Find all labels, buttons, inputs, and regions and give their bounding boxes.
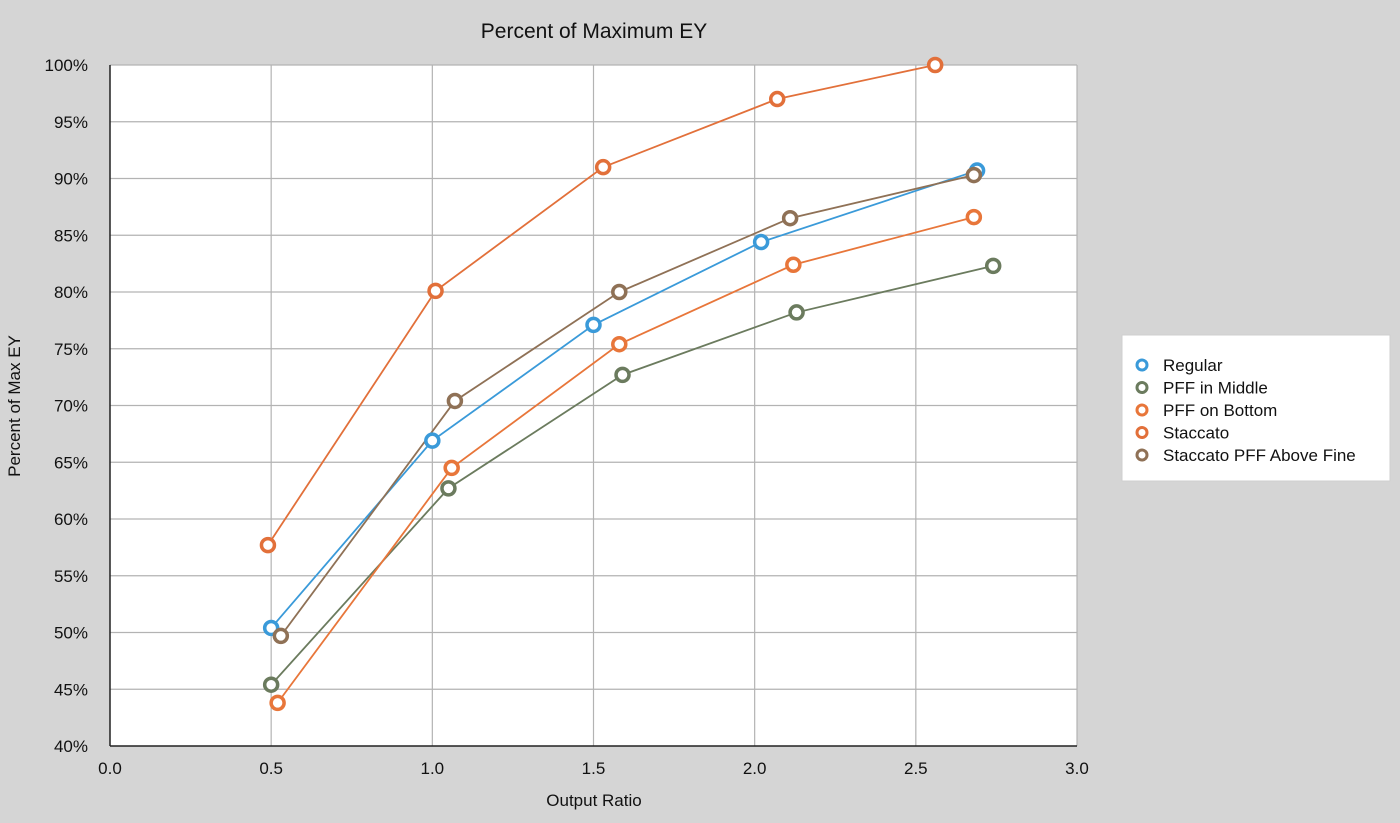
y-tick-label: 65% xyxy=(54,453,88,472)
data-point xyxy=(594,158,612,176)
legend-marker xyxy=(1135,403,1149,417)
data-point xyxy=(614,366,631,384)
y-axis-title: Percent of Max EY xyxy=(5,335,24,477)
y-tick-label: 40% xyxy=(54,737,88,756)
legend-label: PFF on Bottom xyxy=(1163,401,1277,420)
data-point xyxy=(262,676,280,693)
data-point xyxy=(788,304,805,321)
x-tick-label: 1.0 xyxy=(421,759,445,778)
legend-label: Regular xyxy=(1163,356,1223,375)
data-point xyxy=(585,316,602,334)
data-point xyxy=(259,536,277,554)
x-tick-label: 0.5 xyxy=(259,759,283,778)
data-point xyxy=(965,208,983,226)
legend-marker xyxy=(1135,448,1149,462)
x-tick-label: 0.0 xyxy=(98,759,122,778)
legend-box xyxy=(1121,334,1391,482)
y-tick-label: 60% xyxy=(54,510,88,529)
data-point xyxy=(785,256,802,274)
data-point xyxy=(440,480,457,497)
y-tick-label: 70% xyxy=(54,397,88,416)
legend-marker xyxy=(1135,381,1149,394)
data-point xyxy=(752,233,770,251)
y-tick-label: 100% xyxy=(45,56,88,75)
y-tick-label: 75% xyxy=(54,340,88,359)
data-point xyxy=(781,209,799,227)
chart-title: Percent of Maximum EY xyxy=(481,20,707,43)
y-tick-label: 50% xyxy=(54,624,88,643)
legend-marker xyxy=(1135,426,1149,439)
x-tick-label: 3.0 xyxy=(1065,759,1089,778)
data-point xyxy=(926,56,944,74)
x-tick-label: 1.5 xyxy=(582,759,606,778)
data-point xyxy=(427,282,444,300)
data-point xyxy=(272,627,290,645)
legend: Regular PFF in Middle PFF on Bottom Staccat… xyxy=(1121,334,1391,482)
data-point xyxy=(446,392,464,410)
data-point xyxy=(768,90,786,108)
legend-label: PFF in Middle xyxy=(1163,379,1268,398)
y-tick-label: 95% xyxy=(54,113,88,132)
data-point xyxy=(269,694,286,712)
data-point xyxy=(424,432,441,449)
legend-label: Staccato PFF Above Fine xyxy=(1163,446,1356,465)
y-tick-label: 45% xyxy=(54,680,88,699)
legend-marker xyxy=(1135,358,1149,372)
plot-area: 40% 45% 50% 55% 60% 65% 70% 75% 80% 85% 90% 95% 100%… xyxy=(45,56,1089,778)
x-axis-title: Output Ratio xyxy=(546,791,641,810)
y-tick-label: 85% xyxy=(54,226,88,245)
data-point xyxy=(611,283,628,301)
data-point xyxy=(984,257,1002,275)
data-point xyxy=(965,166,983,184)
y-tick-label: 55% xyxy=(54,567,88,586)
y-tick-label: 80% xyxy=(54,283,88,302)
x-tick-label: 2.5 xyxy=(904,759,928,778)
legend-label: Staccato xyxy=(1163,424,1229,443)
data-point xyxy=(443,459,460,477)
x-tick-label: 2.0 xyxy=(743,759,767,778)
y-tick-label: 90% xyxy=(54,170,88,189)
data-point xyxy=(611,335,628,353)
